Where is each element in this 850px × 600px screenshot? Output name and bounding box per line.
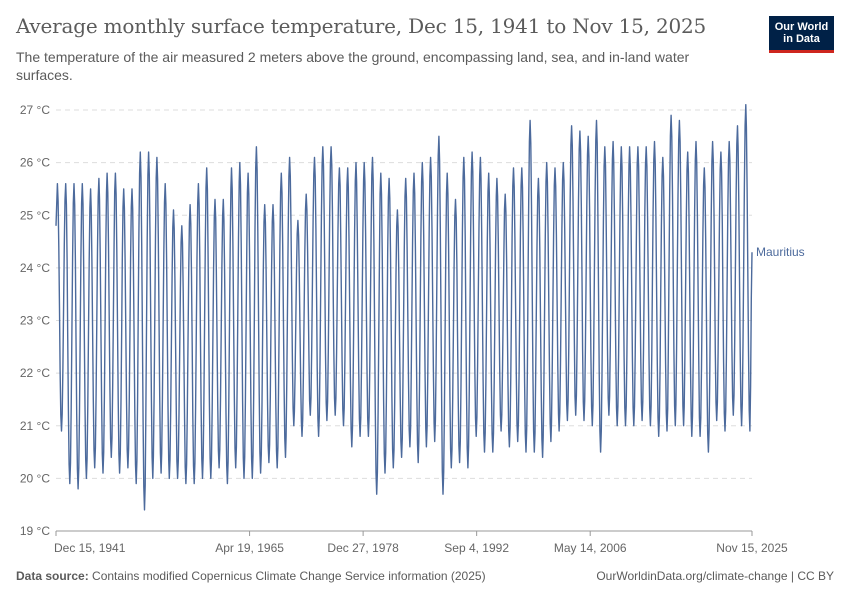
- y-tick-label: 25 °C: [20, 208, 50, 222]
- series-label[interactable]: Mauritius: [756, 245, 805, 259]
- y-tick-label: 20 °C: [20, 471, 50, 485]
- y-tick-label: 26 °C: [20, 156, 50, 170]
- data-source-label: Data source:: [16, 569, 89, 583]
- x-tick-label: Dec 15, 1941: [54, 541, 126, 555]
- chart-subtitle: The temperature of the air measured 2 me…: [16, 49, 690, 83]
- x-tick-label: Dec 27, 1978: [327, 541, 399, 555]
- y-tick-label: 23 °C: [20, 314, 50, 328]
- y-tick-label: 27 °C: [20, 103, 50, 117]
- y-axis: 19 °C 20 °C 21 °C 22 °C 23 °C 24 °C 25 °C 26 °C…: [20, 103, 50, 538]
- y-tick-label: 21 °C: [20, 419, 50, 433]
- x-tick-label: Apr 19, 1965: [215, 541, 284, 555]
- y-tick-label: 22 °C: [20, 366, 50, 380]
- y-tick-label: 19 °C: [20, 524, 50, 538]
- series-line-mauritius[interactable]: [55, 104, 753, 511]
- data-source-text[interactable]: Contains modified Copernicus Climate Cha…: [92, 569, 486, 583]
- chart-title: Average monthly surface temperature, Dec…: [16, 14, 707, 38]
- x-axis: Dec 15, 1941 Apr 19, 1965 Dec 27, 1978 Sep …: [54, 531, 788, 555]
- source-link[interactable]: OurWorldinData.org/climate-change | CC B…: [596, 569, 834, 583]
- logo-line-1: Our World: [774, 21, 829, 33]
- data-source: Data source: Contains modified Copernicu…: [16, 569, 486, 583]
- y-tick-label: 24 °C: [20, 261, 50, 275]
- x-tick-label: May 14, 2006: [554, 541, 627, 555]
- logo-line-2: in Data: [783, 33, 820, 45]
- line-chart[interactable]: 19 °C 20 °C 21 °C 22 °C 23 °C 24 °C 25 °C 26 °C…: [0, 0, 850, 560]
- series-layer: Mauritius: [55, 104, 805, 511]
- x-tick-label: Sep 4, 1992: [444, 541, 509, 555]
- owid-logo[interactable]: Our World in Data: [769, 16, 834, 53]
- x-tick-label: Nov 15, 2025: [716, 541, 788, 555]
